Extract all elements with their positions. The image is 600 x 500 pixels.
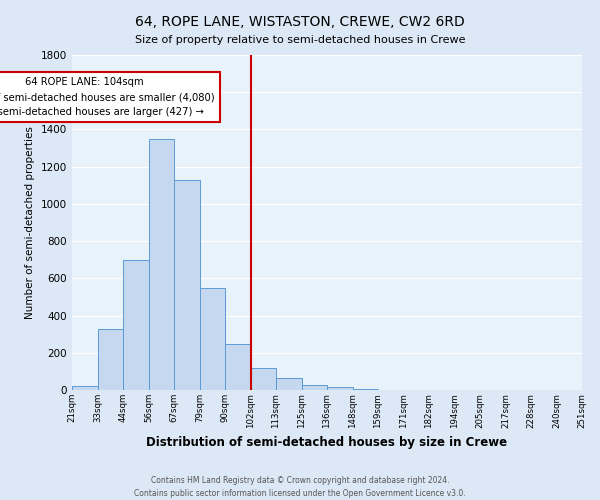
X-axis label: Distribution of semi-detached houses by size in Crewe: Distribution of semi-detached houses by … [146, 436, 508, 449]
Text: 64 ROPE LANE: 104sqm
← 90% of semi-detached houses are smaller (4,080)
9% of sem: 64 ROPE LANE: 104sqm ← 90% of semi-detac… [0, 78, 215, 117]
Text: Size of property relative to semi-detached houses in Crewe: Size of property relative to semi-detach… [135, 35, 465, 45]
Bar [149, 138, 174, 390]
Text: 64, ROPE LANE, WISTASTON, CREWE, CW2 6RD: 64, ROPE LANE, WISTASTON, CREWE, CW2 6RD [135, 15, 465, 29]
Bar [123, 260, 149, 390]
Bar [327, 387, 353, 390]
Y-axis label: Number of semi-detached properties: Number of semi-detached properties [25, 126, 35, 319]
Bar [302, 386, 327, 390]
Bar [174, 180, 199, 390]
Text: Contains HM Land Registry data © Crown copyright and database right 2024.
Contai: Contains HM Land Registry data © Crown c… [134, 476, 466, 498]
Bar [276, 378, 302, 390]
Bar [97, 328, 123, 390]
Bar [199, 288, 225, 390]
Bar [251, 368, 276, 390]
Bar [72, 386, 97, 390]
Bar [225, 344, 251, 390]
Bar [353, 389, 378, 390]
